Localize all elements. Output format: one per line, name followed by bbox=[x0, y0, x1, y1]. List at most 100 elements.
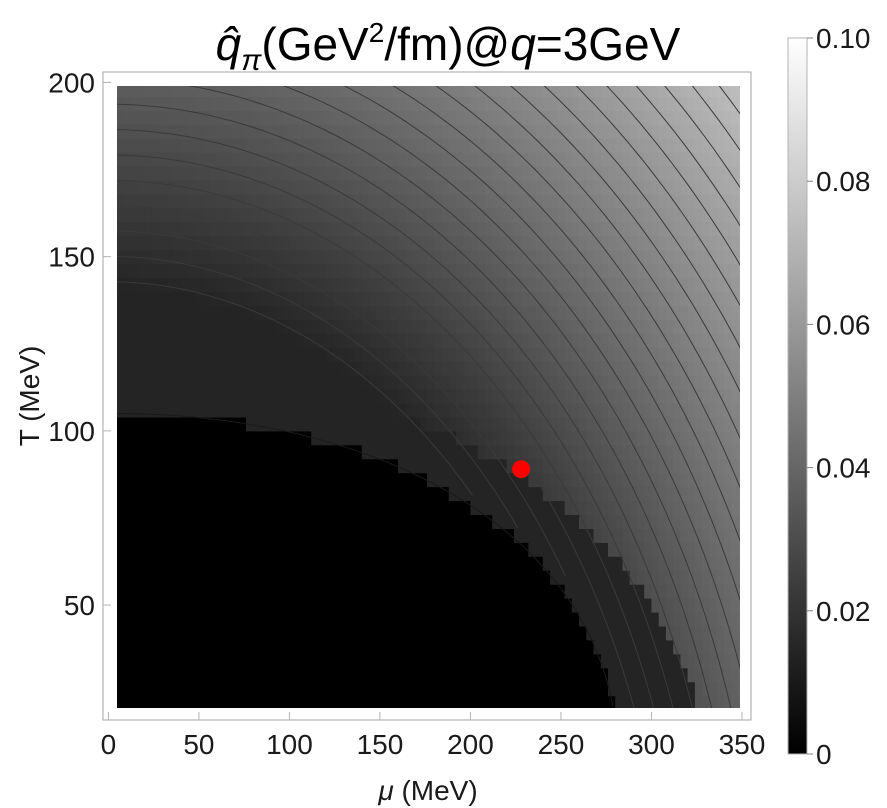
heatmap-cell bbox=[224, 110, 233, 125]
heatmap-cell bbox=[303, 528, 312, 543]
heatmap-cell bbox=[246, 486, 254, 502]
heatmap-cell bbox=[593, 681, 602, 697]
heatmap-cell bbox=[325, 221, 334, 237]
heatmap-cell bbox=[738, 249, 740, 265]
heatmap-cell bbox=[622, 221, 631, 237]
heatmap-cell bbox=[521, 375, 529, 390]
heatmap-cell bbox=[571, 472, 580, 488]
heatmap-cell bbox=[318, 110, 327, 125]
heatmap-cell bbox=[253, 570, 261, 585]
heatmap-cell bbox=[122, 528, 131, 543]
heatmap-cell bbox=[463, 695, 471, 708]
heatmap-cell bbox=[412, 152, 421, 167]
heatmap-cell bbox=[347, 542, 356, 557]
heatmap-cell bbox=[528, 528, 537, 543]
heatmap-cell bbox=[723, 124, 732, 139]
heatmap-cell bbox=[117, 416, 124, 432]
heatmap-cell bbox=[188, 86, 196, 97]
heatmap-cell bbox=[412, 416, 421, 432]
heatmap-cell bbox=[622, 458, 631, 474]
heatmap-cell bbox=[166, 193, 175, 209]
heatmap-cell bbox=[347, 653, 356, 669]
heatmap-cell bbox=[535, 277, 544, 292]
heatmap-cell bbox=[238, 430, 247, 446]
heatmap-cell bbox=[665, 319, 674, 334]
heatmap-cell bbox=[723, 430, 732, 446]
heatmap-cell bbox=[173, 86, 182, 97]
heatmap-cell bbox=[325, 249, 334, 265]
heatmap-cell bbox=[492, 500, 500, 515]
heatmap-cell bbox=[325, 542, 334, 557]
heatmap-cell bbox=[427, 96, 435, 111]
heatmap-cell bbox=[398, 570, 406, 585]
heatmap-cell bbox=[296, 221, 305, 237]
heatmap-cell bbox=[463, 681, 471, 697]
heatmap-cell bbox=[694, 249, 703, 265]
heatmap-cell bbox=[521, 542, 529, 557]
heatmap-cell bbox=[564, 500, 573, 515]
heatmap-cell bbox=[470, 570, 479, 585]
heatmap-cell bbox=[238, 96, 247, 111]
heatmap-cell bbox=[130, 291, 138, 306]
colorbar-tick-label: 0 bbox=[816, 739, 832, 770]
heatmap-cell bbox=[492, 166, 500, 181]
heatmap-cell bbox=[282, 347, 290, 362]
heatmap-cell bbox=[137, 263, 146, 279]
heatmap-cell bbox=[434, 472, 442, 488]
heatmap-cell bbox=[282, 96, 290, 111]
heatmap-cell bbox=[282, 193, 290, 209]
heatmap-cell bbox=[332, 472, 341, 488]
heatmap-cell bbox=[687, 528, 696, 543]
heatmap-cell bbox=[622, 584, 631, 599]
heatmap-cell bbox=[702, 152, 710, 167]
heatmap-cell bbox=[347, 403, 356, 418]
heatmap-cell bbox=[600, 472, 609, 488]
heatmap-cell bbox=[571, 96, 580, 111]
heatmap-cell bbox=[332, 667, 341, 683]
heatmap-cell bbox=[209, 444, 218, 460]
heatmap-cell bbox=[260, 584, 269, 599]
heatmap-cell bbox=[521, 138, 529, 153]
heatmap-cell bbox=[441, 152, 450, 167]
heatmap-cell bbox=[542, 389, 551, 404]
heatmap-cell bbox=[282, 612, 290, 627]
heatmap-cell bbox=[738, 444, 740, 460]
heatmap-cell bbox=[680, 277, 689, 292]
heatmap-cell bbox=[253, 430, 261, 446]
heatmap-cell bbox=[166, 389, 175, 404]
heatmap-cell bbox=[535, 430, 544, 446]
heatmap-cell bbox=[238, 612, 247, 627]
heatmap-cell bbox=[535, 333, 544, 348]
heatmap-cell bbox=[615, 542, 623, 557]
heatmap-cell bbox=[267, 612, 276, 627]
heatmap-cell bbox=[405, 277, 414, 292]
heatmap-cell bbox=[550, 472, 558, 488]
heatmap-cell bbox=[253, 110, 261, 125]
heatmap-cell bbox=[253, 681, 261, 697]
heatmap-cell bbox=[332, 193, 341, 209]
heatmap-cell bbox=[673, 207, 681, 223]
heatmap-cell bbox=[296, 235, 305, 251]
heatmap-cell bbox=[209, 486, 218, 502]
heatmap-cell bbox=[340, 96, 348, 111]
heatmap-cell bbox=[217, 681, 225, 697]
heatmap-cell bbox=[463, 138, 471, 153]
heatmap-cell bbox=[542, 263, 551, 279]
heatmap-cell bbox=[347, 681, 356, 697]
heatmap-cell bbox=[398, 695, 406, 708]
contour-line bbox=[117, 205, 635, 708]
heatmap-cell bbox=[318, 612, 327, 627]
heatmap-cell bbox=[586, 277, 595, 292]
heatmap-cell bbox=[383, 110, 392, 125]
heatmap-cell bbox=[615, 361, 623, 376]
heatmap-cell bbox=[151, 333, 160, 348]
heatmap-cell bbox=[579, 416, 587, 432]
heatmap-cell bbox=[289, 291, 298, 306]
heatmap-cell bbox=[412, 598, 421, 613]
heatmap-cell bbox=[296, 305, 305, 320]
heatmap-cell bbox=[550, 695, 558, 708]
heatmap-cell bbox=[144, 291, 153, 306]
heatmap-cell bbox=[615, 389, 623, 404]
heatmap-cell bbox=[130, 681, 138, 697]
heatmap-cell bbox=[513, 500, 522, 515]
